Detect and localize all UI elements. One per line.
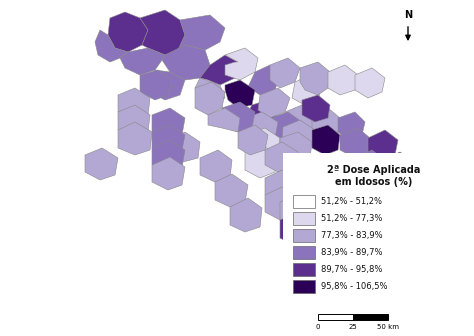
Polygon shape [118, 105, 150, 138]
Bar [293, 246, 315, 259]
Text: 95,8% - 106,5%: 95,8% - 106,5% [321, 282, 388, 291]
Text: 2ª Dose Aplicada: 2ª Dose Aplicada [328, 165, 421, 175]
Polygon shape [162, 45, 210, 80]
Polygon shape [245, 112, 278, 142]
Polygon shape [200, 55, 238, 85]
Bar [318, 314, 353, 320]
Polygon shape [208, 108, 240, 132]
Polygon shape [265, 187, 298, 220]
Polygon shape [312, 125, 340, 155]
Polygon shape [178, 15, 225, 50]
Polygon shape [148, 70, 185, 100]
Polygon shape [415, 168, 445, 200]
Polygon shape [222, 102, 255, 132]
Polygon shape [225, 48, 258, 80]
Polygon shape [195, 78, 225, 105]
Text: 89,7% - 95,8%: 89,7% - 95,8% [321, 265, 383, 274]
Polygon shape [300, 62, 330, 95]
Polygon shape [382, 152, 415, 183]
Polygon shape [118, 88, 150, 120]
Polygon shape [152, 108, 185, 140]
Polygon shape [245, 128, 280, 160]
Polygon shape [268, 112, 302, 140]
Polygon shape [245, 145, 278, 178]
Polygon shape [292, 75, 322, 105]
Bar [293, 263, 315, 276]
Text: em Idosos (%): em Idosos (%) [335, 177, 413, 187]
Polygon shape [140, 10, 185, 55]
Polygon shape [312, 108, 340, 138]
Text: 77,3% - 83,9%: 77,3% - 83,9% [321, 231, 383, 240]
Bar [293, 280, 315, 293]
Polygon shape [398, 175, 428, 207]
Polygon shape [248, 65, 280, 95]
Polygon shape [168, 132, 200, 162]
Polygon shape [118, 122, 152, 155]
Polygon shape [412, 192, 442, 225]
Text: N: N [404, 10, 412, 20]
Text: 83,9% - 89,7%: 83,9% - 89,7% [321, 248, 383, 257]
Polygon shape [335, 180, 365, 212]
Bar [293, 195, 315, 208]
Polygon shape [282, 120, 315, 150]
Polygon shape [270, 58, 300, 88]
Polygon shape [215, 174, 248, 207]
Polygon shape [195, 82, 225, 115]
Polygon shape [328, 65, 358, 95]
Polygon shape [200, 150, 232, 182]
Polygon shape [152, 140, 185, 172]
Bar [283, 153, 465, 303]
Polygon shape [355, 68, 385, 98]
Polygon shape [225, 80, 255, 108]
Polygon shape [308, 212, 338, 245]
Polygon shape [120, 48, 165, 75]
Text: 50 km: 50 km [377, 324, 399, 330]
Bar [353, 314, 388, 320]
Polygon shape [152, 125, 185, 155]
Polygon shape [265, 170, 298, 202]
Polygon shape [283, 105, 315, 135]
Polygon shape [308, 195, 338, 228]
Polygon shape [258, 88, 290, 118]
Text: 51,2% - 51,2%: 51,2% - 51,2% [321, 197, 382, 206]
Polygon shape [308, 230, 338, 263]
Polygon shape [368, 130, 398, 160]
Polygon shape [340, 128, 370, 158]
Polygon shape [152, 157, 185, 190]
Polygon shape [238, 125, 268, 155]
Text: 0: 0 [316, 324, 320, 330]
Polygon shape [108, 12, 148, 52]
Polygon shape [265, 142, 298, 173]
Polygon shape [308, 178, 338, 210]
Polygon shape [295, 155, 325, 186]
Polygon shape [85, 148, 118, 180]
Polygon shape [230, 198, 262, 232]
Polygon shape [280, 212, 312, 245]
Polygon shape [302, 95, 330, 122]
Polygon shape [280, 195, 312, 227]
Polygon shape [355, 150, 385, 180]
Polygon shape [280, 132, 312, 162]
Polygon shape [95, 30, 128, 62]
Polygon shape [245, 100, 278, 128]
Polygon shape [338, 112, 365, 140]
Bar [293, 229, 315, 242]
Text: 51,2% - 77,3%: 51,2% - 77,3% [321, 214, 383, 223]
Bar [293, 212, 315, 225]
Polygon shape [140, 70, 172, 100]
Text: 25: 25 [348, 324, 357, 330]
